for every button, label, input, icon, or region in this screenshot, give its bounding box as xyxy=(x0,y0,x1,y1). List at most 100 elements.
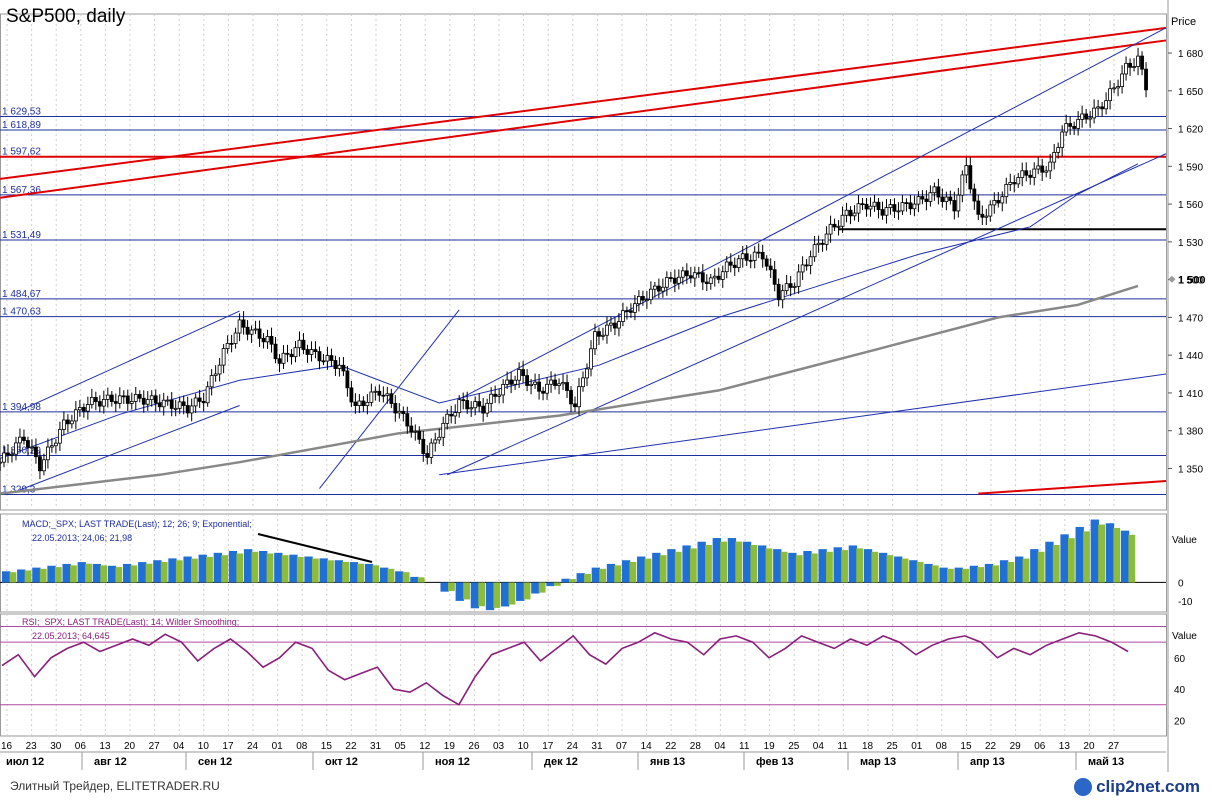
x-day-tick-label: 11 xyxy=(739,741,750,752)
macd-signal-bar xyxy=(599,568,607,583)
candle-body xyxy=(213,373,218,376)
candle-body xyxy=(429,442,434,458)
candle-body xyxy=(525,375,529,386)
candle-body xyxy=(700,272,705,283)
macd-histogram-bar xyxy=(168,558,177,583)
candle-body xyxy=(1064,123,1069,133)
macd-histogram-bar xyxy=(652,552,661,583)
candle-body xyxy=(453,412,458,417)
candle-body xyxy=(401,410,406,415)
candle-body xyxy=(752,251,757,261)
price-tick-label: 1 530 xyxy=(1178,238,1203,249)
macd-histogram-bar xyxy=(1015,556,1024,583)
candle-body xyxy=(521,369,526,376)
candle-body xyxy=(976,200,981,215)
candle-body xyxy=(54,442,58,447)
macd-signal-bar xyxy=(1007,562,1015,583)
macd-histogram-bar xyxy=(818,549,827,583)
candle-body xyxy=(1088,117,1093,120)
candle-body xyxy=(261,337,266,343)
candle-body xyxy=(760,252,765,260)
macd-signal-bar xyxy=(644,558,652,583)
candle-body xyxy=(565,382,569,391)
macd-signal-bar xyxy=(372,565,380,583)
x-day-tick-label: 15 xyxy=(321,741,333,752)
level-value-label: 1 394,98 xyxy=(2,402,41,413)
candle-body xyxy=(1004,184,1009,198)
macd-signal-bar xyxy=(916,562,924,583)
candle-body xyxy=(481,405,486,414)
macd-signal-bar xyxy=(901,558,909,583)
macd-signal-bar xyxy=(311,558,319,583)
candle-body xyxy=(1096,106,1101,109)
x-day-tick-label: 07 xyxy=(616,741,628,752)
candle-body xyxy=(1016,177,1021,185)
level-value-label: 1 597,62 xyxy=(2,147,41,158)
macd-signal-bar xyxy=(448,582,455,591)
candle-body xyxy=(449,413,454,417)
candle-body xyxy=(1012,182,1017,185)
candle-body xyxy=(872,201,877,207)
candle-body xyxy=(389,393,394,404)
candle-body xyxy=(692,272,697,279)
x-day-tick-label: 25 xyxy=(887,741,899,752)
macd-signal-bar xyxy=(931,565,939,583)
macd-histogram-bar xyxy=(969,565,978,583)
candle-body xyxy=(856,203,861,214)
moving-average-long xyxy=(0,284,1139,495)
x-day-tick-label: 01 xyxy=(272,741,284,752)
macd-signal-bar xyxy=(115,567,123,583)
macd-signal-bar xyxy=(9,572,17,583)
rsi-tick-label: 20 xyxy=(1174,716,1186,727)
candle-body xyxy=(1020,170,1025,178)
trend-line-upper xyxy=(458,27,1167,400)
candle-body xyxy=(325,355,330,362)
x-day-tick-label: 01 xyxy=(911,741,923,752)
candle-body xyxy=(317,351,322,362)
macd-signal-bar xyxy=(266,553,274,583)
macd-histogram-bar xyxy=(1090,519,1099,583)
macd-histogram-bar xyxy=(788,552,797,583)
candle-body xyxy=(688,275,693,279)
level-value-label: 1 618,89 xyxy=(2,120,41,131)
price-tick-label: 1 680 xyxy=(1178,49,1203,60)
candle-body xyxy=(904,202,909,204)
price-tick-label: 1 650 xyxy=(1178,87,1203,98)
candle-body xyxy=(545,383,549,394)
macd-histogram-bar xyxy=(621,560,631,583)
candle-body xyxy=(205,386,210,404)
candle-body xyxy=(561,382,565,385)
chart-canvas: Price 1 680 1 650 1 620 1 590 1 560 1 530 1 500… xyxy=(0,0,1206,772)
candle-body xyxy=(948,196,953,201)
candle-body xyxy=(1108,88,1112,102)
candle-body xyxy=(309,349,314,355)
macd-signal-bar xyxy=(145,563,153,583)
x-axis-area xyxy=(0,738,1166,772)
level-value-label: 1 531,49 xyxy=(2,230,41,241)
candle-body xyxy=(936,186,941,198)
candle-body xyxy=(585,368,589,379)
candle-body xyxy=(868,205,873,210)
candle-body xyxy=(956,194,961,212)
candle-body xyxy=(225,342,230,349)
macd-signal-bar xyxy=(54,567,62,583)
macd-histogram-bar xyxy=(1030,549,1039,583)
x-day-tick-label: 31 xyxy=(370,741,382,752)
macd-panel-frame xyxy=(0,513,1167,613)
candle-body xyxy=(996,200,1001,204)
candle-body xyxy=(1140,55,1144,70)
macd-histogram-bar xyxy=(334,560,343,583)
x-month-label: дек 12 xyxy=(544,756,578,768)
candle-body xyxy=(696,272,701,275)
moving-average-short xyxy=(0,163,1139,459)
candle-body xyxy=(465,400,470,410)
macd-histogram-bar xyxy=(107,565,117,583)
candle-body xyxy=(712,275,717,279)
candle-body xyxy=(884,207,889,216)
macd-signal-bar xyxy=(992,565,1000,583)
macd-histogram-bar xyxy=(848,545,858,583)
macd-histogram-bar xyxy=(803,550,812,583)
macd-signal-bar xyxy=(614,565,622,583)
candle-body xyxy=(169,399,174,409)
macd-histogram-bar xyxy=(32,567,41,583)
